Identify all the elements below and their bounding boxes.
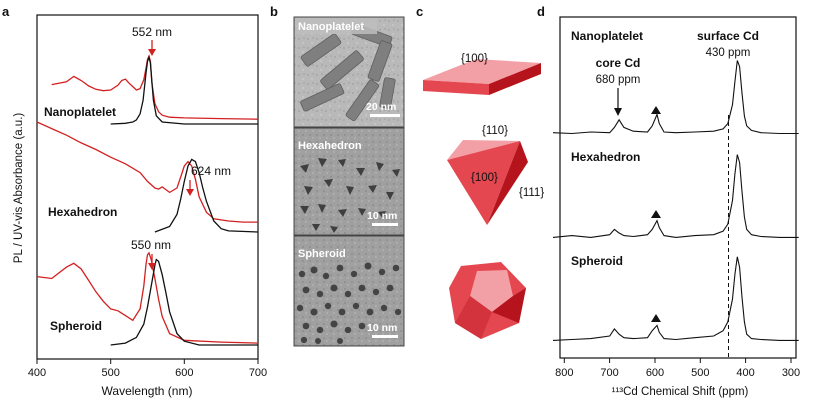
a-tick-label-500: 500 xyxy=(102,367,120,379)
d-label-hexahedron: Hexahedron xyxy=(571,150,640,164)
hex-face-110 xyxy=(447,140,520,160)
nmr-spectrum-spheroid xyxy=(552,256,799,341)
d-core-title: core Cd xyxy=(596,56,641,70)
tem-label-nanoplatelet: Nanoplatelet xyxy=(298,21,364,33)
d-triangle-marker-3 xyxy=(651,314,661,322)
curve-nanoplatelet-pl xyxy=(110,55,258,125)
nanoplatelet-model xyxy=(423,59,541,95)
d-label-nanoplatelet: Nanoplatelet xyxy=(571,29,643,43)
panel-d-frame xyxy=(559,16,797,359)
a-label-hexahedron: Hexahedron xyxy=(48,205,117,219)
panel-d-curves xyxy=(552,60,799,341)
a-arrowhead-624 xyxy=(186,189,194,196)
plate-front-face xyxy=(423,80,489,95)
panel-d-xlabel: ¹¹³Cd Chemical Shift (ppm) xyxy=(612,386,749,398)
scalebar-3 xyxy=(372,335,398,338)
d-tick-label-800: 800 xyxy=(555,367,573,379)
panel-d-letter: d xyxy=(537,4,545,19)
hex-face-111 xyxy=(487,141,528,225)
panel-a-x-axis: 400 500 600 700 xyxy=(28,359,267,379)
d-surface-value: 430 ppm xyxy=(706,47,751,59)
d-tick-label-400: 400 xyxy=(736,367,754,379)
panel-a-frame xyxy=(36,14,259,360)
panel-a-ylabel: PL / UV-vis Absorbance (a.u.) xyxy=(13,113,25,264)
curve-spheroid-absorbance xyxy=(36,251,259,344)
tem-image-spheroid: Spheroid 10 nm xyxy=(293,235,405,347)
d-surface-title: surface Cd xyxy=(697,29,759,43)
spheroid-front-facet xyxy=(455,296,492,339)
d-label-spheroid: Spheroid xyxy=(571,254,623,268)
d-core-value: 680 ppm xyxy=(596,74,641,86)
d-triangle-marker-1 xyxy=(651,106,661,114)
scalebar-label-1: 20 nm xyxy=(366,101,396,113)
panel-c-letter: c xyxy=(416,4,423,19)
a-tick-label-700: 700 xyxy=(249,367,267,379)
d-tick-label-600: 600 xyxy=(646,367,664,379)
curve-hexahedron-absorbance xyxy=(36,121,258,223)
panel-a-letter: a xyxy=(2,4,10,19)
tem-label-spheroid: Spheroid xyxy=(298,248,346,260)
hexahedron-particles xyxy=(300,158,400,233)
curve-spheroid-pl xyxy=(110,258,258,346)
panel-a-xlabel: Wavelength (nm) xyxy=(102,384,193,398)
scalebar-label-3: 10 nm xyxy=(367,322,397,334)
tem-label-hexahedron: Hexahedron xyxy=(298,140,362,152)
spheroid-side-facet xyxy=(492,288,526,323)
d-tick-label-700: 700 xyxy=(600,367,618,379)
a-tick-label-400: 400 xyxy=(28,367,46,379)
a-arrowhead-552 xyxy=(148,49,156,56)
nmr-spectrum-hexahedron xyxy=(552,154,799,238)
tem-image-nanoplatelet: Nanoplatelet 20 nm xyxy=(293,16,405,128)
scalebar-2 xyxy=(372,223,398,226)
facet-hex-111: {111} xyxy=(519,187,544,199)
d-triangle-marker-2 xyxy=(651,210,661,218)
a-arrowhead-550 xyxy=(148,263,156,270)
spheroid-model xyxy=(449,262,526,339)
plate-top-face xyxy=(423,59,541,84)
facet-hex-110: {110} xyxy=(482,125,508,137)
a-annot-550: 550 nm xyxy=(131,238,171,252)
panel-d-x-axis: 800 700 600 500 400 300 xyxy=(555,358,800,379)
plate-side-face xyxy=(489,63,541,95)
d-tick-label-500: 500 xyxy=(691,367,709,379)
d-tick-label-300: 300 xyxy=(782,367,800,379)
panel-b-letter: b xyxy=(270,4,278,19)
scalebar-1 xyxy=(370,114,400,117)
nmr-spectrum-nanoplatelet xyxy=(552,60,799,135)
facet-plate-100: {100} xyxy=(461,53,488,65)
a-annot-624: 624 nm xyxy=(191,164,231,178)
scalebar-label-2: 10 nm xyxy=(367,210,397,222)
spheroid-top-facet xyxy=(470,270,513,312)
hex-face-100 xyxy=(447,141,520,225)
a-label-nanoplatelet: Nanoplatelet xyxy=(44,105,116,119)
spheroid-particles xyxy=(296,262,402,344)
a-tick-label-600: 600 xyxy=(175,367,193,379)
nanoplatelet-particles xyxy=(300,23,396,122)
hexahedron-model xyxy=(447,140,528,225)
a-label-spheroid: Spheroid xyxy=(50,319,102,333)
panel-a-curves xyxy=(36,54,259,346)
tem-image-hexahedron: Hexahedron 10 nm xyxy=(293,127,405,236)
d-core-arrowhead xyxy=(614,108,622,116)
a-annot-552: 552 nm xyxy=(132,25,172,39)
curve-hexahedron-pl xyxy=(154,158,259,233)
curve-nanoplatelet-absorbance xyxy=(51,54,259,120)
facet-hex-100: {100} xyxy=(471,172,498,184)
